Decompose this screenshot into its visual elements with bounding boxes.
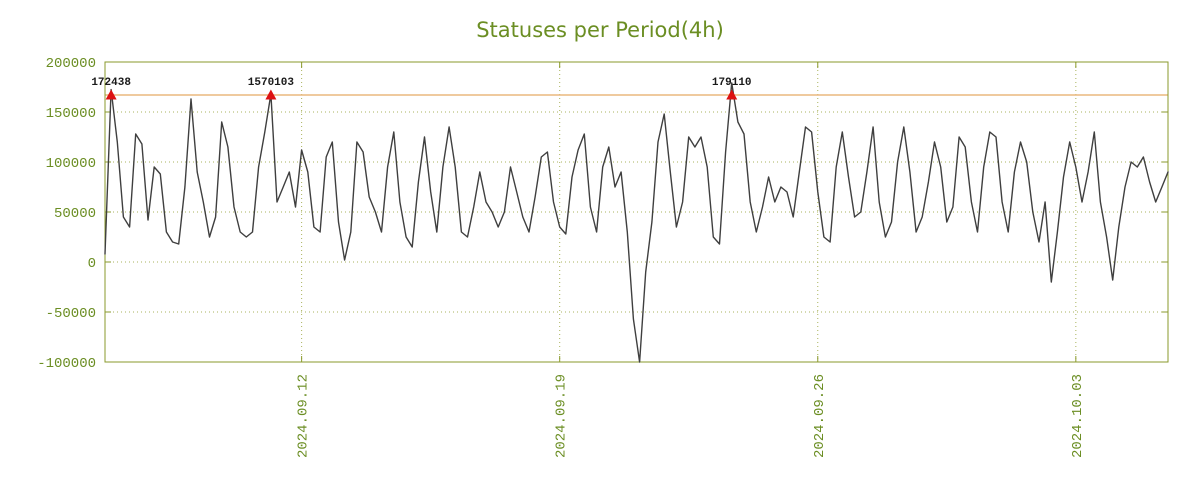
x-tick-label: 2024.09.12 <box>296 374 312 458</box>
x-tick-label: 2024.09.19 <box>554 374 570 458</box>
chart-title: Statuses per Period(4h) <box>476 18 724 42</box>
y-tick-label: -50000 <box>46 306 96 322</box>
peak-value-label: 179110 <box>712 77 752 89</box>
peak-marker-icon <box>265 89 277 100</box>
statuses-series <box>104 82 1169 363</box>
plot-border <box>104 61 1169 363</box>
x-tick-label: 2024.10.03 <box>1070 374 1086 458</box>
peak-marker-icon <box>726 89 738 100</box>
x-tick-label: 2024.09.26 <box>812 374 828 458</box>
y-tick-label: -100000 <box>37 356 96 372</box>
y-tick-label: 0 <box>88 256 96 272</box>
peak-value-label: 1570103 <box>248 77 295 89</box>
peak-marker-icon <box>105 89 117 100</box>
y-tick-label: 50000 <box>54 206 96 222</box>
y-tick-label: 100000 <box>46 156 96 172</box>
peak-value-label: 172438 <box>91 77 131 89</box>
y-tick-label: 200000 <box>46 56 96 72</box>
y-tick-label: 150000 <box>46 106 96 122</box>
